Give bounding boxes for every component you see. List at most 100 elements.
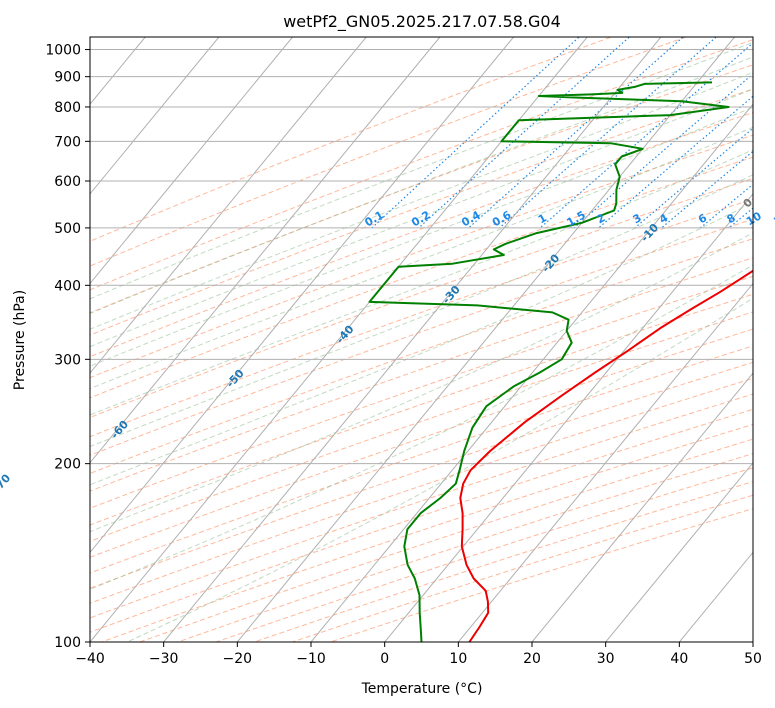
dry-adiabat (90, 257, 753, 492)
y-tick-label: 900 (54, 70, 81, 86)
x-tick-label: 50 (744, 651, 762, 667)
isotherm-line (678, 551, 753, 642)
dry-adiabat (90, 238, 753, 474)
dry-adiabat (90, 293, 753, 526)
moist-adiabat (90, 41, 753, 300)
y-tick-label: 400 (54, 278, 81, 294)
dry-adiabat (90, 377, 753, 604)
x-tick-label: −10 (296, 651, 326, 667)
dry-adiabat (90, 177, 753, 419)
isotherm-line (90, 37, 514, 554)
dry-adiabat (90, 111, 753, 358)
mixing-ratio-label: 10 (744, 209, 764, 228)
mixing-ratio-label: 3 (631, 211, 644, 226)
dewpoint-profile (368, 81, 730, 642)
dry-adiabat (90, 134, 753, 379)
moist-adiabat (90, 232, 753, 533)
mixing-ratio-label: 0.4 (459, 208, 483, 229)
isotherm-line (605, 461, 753, 642)
x-tick-label: −40 (75, 651, 105, 667)
x-tick-label: 30 (597, 651, 615, 667)
x-tick-label: 10 (449, 651, 467, 667)
x-tick-label: 40 (670, 651, 688, 667)
dry-adiabat (90, 39, 753, 291)
plot-frame (89, 36, 754, 643)
isotherm-line (384, 193, 753, 642)
moist-adiabat (90, 126, 753, 390)
mixing-ratio-line (499, 37, 718, 229)
dry-adiabat (177, 453, 753, 642)
isotherm-line (752, 641, 753, 642)
mixing-ratio-label: 13 (771, 209, 775, 228)
mixing-ratio-line (661, 150, 753, 229)
moist-adiabat (90, 202, 753, 486)
dry-adiabat (90, 275, 753, 509)
axes: −40 −30 −20 −10 0 10 20 30 40 50 1000 900 800 700 600 5… (45, 43, 762, 667)
x-tick-label: −30 (149, 651, 179, 667)
y-tick-label: 700 (54, 134, 81, 150)
y-tick-label: 1000 (45, 43, 81, 59)
moist-adiabat (90, 71, 753, 330)
moist-adiabat (90, 264, 753, 590)
x-tick-label: −20 (223, 651, 253, 667)
mixing-ratio-line (539, 42, 753, 229)
isotherm-line (90, 37, 220, 195)
sounding-profiles (368, 81, 753, 642)
moist-adiabat (90, 56, 753, 315)
dry-adiabat (90, 311, 753, 542)
pressure-grid (0, 37, 753, 642)
y-tick-label: 200 (54, 457, 81, 473)
mixing-ratio-label: 8 (725, 211, 738, 226)
isotherm-label: -60 (108, 418, 131, 442)
isotherm-line (457, 282, 753, 642)
isotherm-label: -30 (440, 283, 463, 307)
y-tick-label: 500 (54, 221, 81, 237)
isotherm-label: -20 (539, 251, 562, 275)
isotherm-line (90, 37, 293, 285)
moist-adiabat (126, 297, 753, 642)
mixing-ratio-line (751, 225, 753, 229)
moist-adiabat (90, 149, 753, 416)
dry-adiabat (90, 37, 613, 242)
isotherm-line (236, 37, 735, 642)
mixing-ratio-label: 1 (536, 211, 549, 226)
dry-adiabat (90, 345, 753, 574)
dry-adiabat (215, 467, 753, 642)
dry-adiabat (90, 328, 753, 558)
moist-adiabat (90, 88, 753, 348)
y-tick-label: 100 (54, 635, 81, 651)
isotherm-line (310, 103, 753, 642)
x-tick-label: 20 (523, 651, 541, 667)
y-tick-label: 800 (54, 100, 81, 116)
mixing-ratio-line (634, 127, 753, 229)
isotherm-line (90, 37, 367, 374)
mixing-ratio-label: 0.1 (362, 208, 385, 229)
x-axis-label: Temperature (°C) (361, 681, 483, 697)
background-lines (90, 37, 753, 642)
temperature-profile (459, 269, 753, 642)
isotherm-label: -50 (224, 367, 247, 391)
isotherm-line (0, 37, 72, 642)
y-tick-label: 600 (54, 174, 81, 190)
dry-adiabat (90, 37, 688, 267)
isotherm-line (90, 37, 441, 464)
isotherm-label: -10 (638, 221, 661, 245)
dry-adiabat (101, 423, 753, 642)
y-axis-label: Pressure (hPa) (12, 290, 28, 390)
dry-adiabat (90, 393, 753, 619)
moist-adiabat (90, 174, 753, 448)
dry-adiabat (90, 218, 753, 456)
y-tick-label: 300 (54, 352, 81, 368)
mixing-ratio-label: 6 (696, 211, 709, 226)
mixing-ratio-line (371, 37, 580, 229)
isotherm-line (163, 37, 662, 642)
dry-adiabat (90, 408, 753, 633)
mixing-ratio-line (699, 183, 753, 229)
isotherm-label: -70 (0, 471, 13, 495)
chart-title: wetPf2_GN05.2025.217.07.58.G04 (283, 12, 561, 32)
dry-adiabat (90, 88, 753, 336)
mixing-ratio-line (468, 37, 684, 229)
dry-adiabat (90, 64, 753, 314)
dry-adiabat (90, 361, 753, 589)
